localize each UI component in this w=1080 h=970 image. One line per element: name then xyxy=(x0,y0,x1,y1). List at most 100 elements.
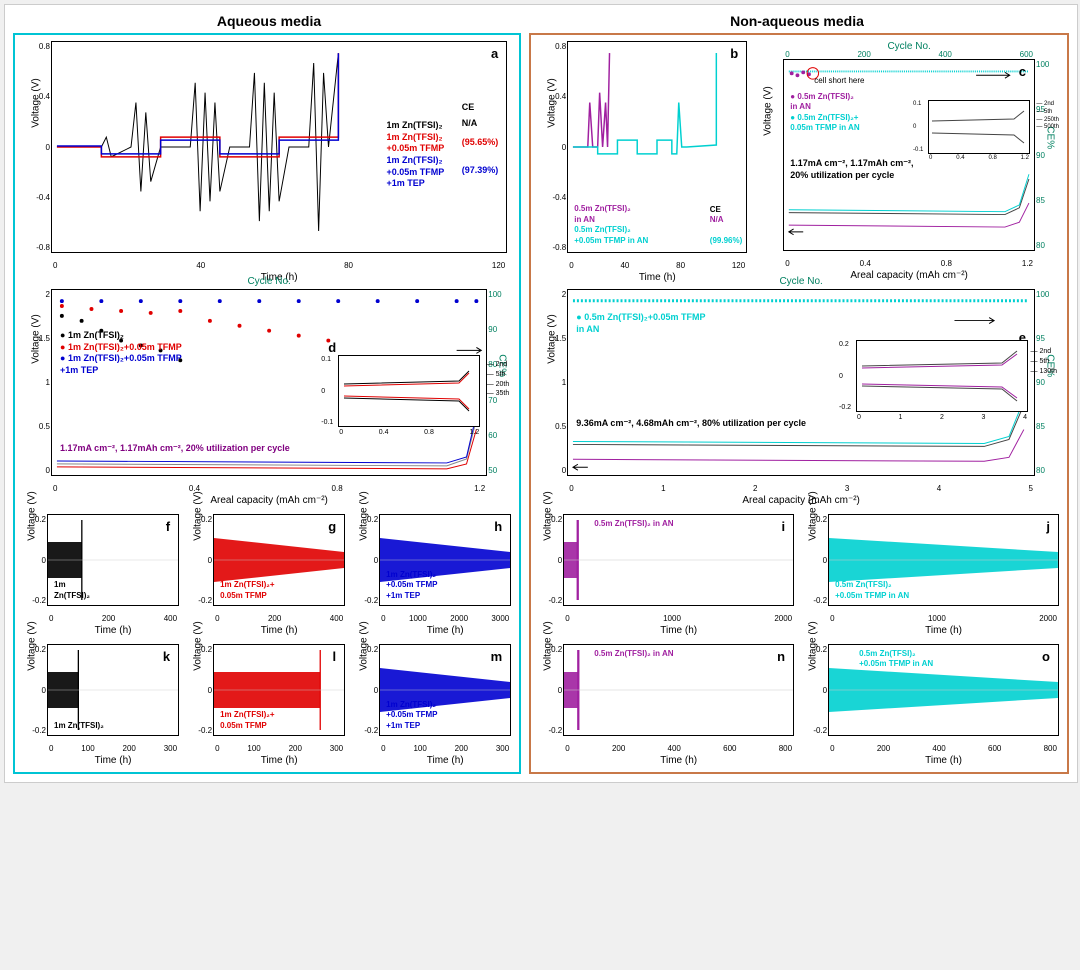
panel-g-yticks: 0.20-0.2 xyxy=(192,515,212,605)
panel-k: Voltage (V) 0.20-0.2 k 1m Zn(TFSI)₂ xyxy=(47,644,179,736)
panel-d-xlabel-top: Cycle No. xyxy=(51,276,487,287)
panel-a-legend: 1m Zn(TFSI)₂ 1m Zn(TFSI)₂ +0.05m TFMP 1m… xyxy=(386,120,444,190)
panel-c-note1: cell short here xyxy=(814,76,864,86)
panel-h-xticks: 0100020003000 xyxy=(379,614,511,623)
panel-d-xlabel: Areal capacity (mAh cm⁻²) xyxy=(51,495,487,506)
panel-h: Voltage (V) 0.20-0.2 h 1m Zn(TFSI)₂ +0.0… xyxy=(379,514,511,606)
panel-m-letter: m xyxy=(491,649,503,664)
panel-h-label: 1m Zn(TFSI)₂ +0.05m TFMP +1m TEP xyxy=(386,570,437,601)
panel-e-inset: 0.20-0.2 01234 — 2nd— 5th— 130th xyxy=(856,340,1028,412)
panel-m-yticks: 0.20-0.2 xyxy=(358,645,378,735)
panel-m-xlabel: Time (h) xyxy=(379,755,511,766)
small-row-fgh: Voltage (V) 0.20-0.2 f 1m Zn(TFSI)₂ 0200… xyxy=(21,514,513,636)
panel-g-xlabel: Time (h) xyxy=(213,625,345,636)
panel-n-yticks: 0.20-0.2 xyxy=(542,645,562,735)
panel-o-xticks: 0200400600800 xyxy=(828,744,1059,753)
panel-c-letter: c xyxy=(1019,64,1026,79)
panel-h-xlabel: Time (h) xyxy=(379,625,511,636)
panel-n: Voltage (V) 0.20-0.2 n 0.5m Zn(TFSI)₂ in… xyxy=(563,644,794,736)
panel-l-letter: l xyxy=(333,649,337,664)
panel-e-yticks: 21.510.50 xyxy=(546,290,566,475)
panel-i-xlabel: Time (h) xyxy=(563,625,794,636)
panel-l-label: 1m Zn(TFSI)₂+ 0.05m TFMP xyxy=(220,710,274,731)
panel-o-yticks: 0.20-0.2 xyxy=(807,645,827,735)
panel-n-label: 0.5m Zn(TFSI)₂ in AN xyxy=(594,649,673,659)
panel-i-yticks: 0.20-0.2 xyxy=(542,515,562,605)
panel-g-letter: g xyxy=(328,519,336,534)
panel-a-yticks: 0.80.40-0.4-0.8 xyxy=(30,42,50,252)
panel-f-letter: f xyxy=(166,519,170,534)
panel-l-yticks: 0.20-0.2 xyxy=(192,645,212,735)
panel-m-xticks: 0100200300 xyxy=(379,744,511,753)
panel-a-ce-header: CE N/A (95.65%) (97.39%) xyxy=(462,102,499,177)
panel-b-xlabel: Time (h) xyxy=(567,272,747,283)
panel-k-xlabel: Time (h) xyxy=(47,755,179,766)
small-row-klm: Voltage (V) 0.20-0.2 k 1m Zn(TFSI)₂ 0100… xyxy=(21,644,513,766)
small-row-no: Voltage (V) 0.20-0.2 n 0.5m Zn(TFSI)₂ in… xyxy=(537,644,1061,766)
panel-i-letter: i xyxy=(782,519,786,534)
panel-l-xticks: 0100200300 xyxy=(213,744,345,753)
panel-b-yticks: 0.80.40-0.4-0.8 xyxy=(546,42,566,252)
panel-e-xlabel: Areal capacity (mAh cm⁻²) xyxy=(567,495,1035,506)
figure-container: Aqueous media Non-aqueous media Voltage … xyxy=(4,4,1078,783)
panel-h-letter: h xyxy=(494,519,502,534)
panel-e-note1: ● 0.5m Zn(TFSI)₂+0.05m TFMP in AN xyxy=(576,312,705,335)
panel-o-letter: o xyxy=(1042,649,1050,664)
panel-d-xticks: 00.40.81.2 xyxy=(51,484,487,493)
panel-k-letter: k xyxy=(163,649,170,664)
panel-h-yticks: 0.20-0.2 xyxy=(358,515,378,605)
panel-k-xticks: 0100200300 xyxy=(47,744,179,753)
panel-f-yticks: 0.20-0.2 xyxy=(26,515,46,605)
panel-n-letter: n xyxy=(777,649,785,664)
panel-g: Voltage (V) 0.20-0.2 g 1m Zn(TFSI)₂+ 0.0… xyxy=(213,514,345,606)
header-nonaqueous: Non-aqueous media xyxy=(525,13,1069,29)
panel-c: Voltage (V) CE% 10095908580 c cell short… xyxy=(783,59,1035,251)
panel-o-label: 0.5m Zn(TFSI)₂ +0.05m TFMP in AN xyxy=(859,649,933,670)
panel-a-xticks: 04080120 xyxy=(51,261,507,270)
panel-i: Voltage (V) 0.20-0.2 i 0.5m Zn(TFSI)₂ in… xyxy=(563,514,794,606)
panel-j-yticks: 0.20-0.2 xyxy=(807,515,827,605)
panel-d-legend: ● 1m Zn(TFSI)₂ ● 1m Zn(TFSI)₂+0.05m TFMP… xyxy=(60,330,182,377)
panel-d: Voltage (V) CE% 21.510.50 1009080706050 … xyxy=(51,289,487,476)
panel-n-xticks: 0200400600800 xyxy=(563,744,794,753)
panel-f-xlabel: Time (h) xyxy=(47,625,179,636)
panel-a: Voltage (V) 0.80.40-0.4-0.8 a CE N/A (95… xyxy=(51,41,507,253)
panel-e: Voltage (V) CE% 21.510.50 10095908580 e … xyxy=(567,289,1035,476)
panel-f: Voltage (V) 0.20-0.2 f 1m Zn(TFSI)₂ xyxy=(47,514,179,606)
panel-j-xlabel: Time (h) xyxy=(828,625,1059,636)
panel-f-xticks: 0200400 xyxy=(47,614,179,623)
panel-c-legend: ● 0.5m Zn(TFSI)₂ in AN ● 0.5m Zn(TFSI)₂+… xyxy=(790,92,859,134)
panel-c-inset: 0.10-0.1 00.40.81.2 — 2nd— 5th— 250th— 5… xyxy=(928,100,1030,154)
panel-c-yticks-r: 10095908580 xyxy=(1036,60,1056,250)
panel-e-yticks-r: 10095908580 xyxy=(1036,290,1056,475)
panel-b: Voltage (V) 0.80.40-0.4-0.8 b 0.5m Zn(TF… xyxy=(567,41,747,253)
panel-k-label: 1m Zn(TFSI)₂ xyxy=(54,721,104,731)
panel-d-inset: 0.10-0.1 00.40.81.2 — 2nd— 5th— 20th— 35… xyxy=(338,355,480,427)
small-row-ij: Voltage (V) 0.20-0.2 i 0.5m Zn(TFSI)₂ in… xyxy=(537,514,1061,636)
panel-f-label: 1m Zn(TFSI)₂ xyxy=(54,580,90,601)
panel-l: Voltage (V) 0.20-0.2 l 1m Zn(TFSI)₂+ 0.0… xyxy=(213,644,345,736)
panel-g-label: 1m Zn(TFSI)₂+ 0.05m TFMP xyxy=(220,580,274,601)
panel-i-xticks: 010002000 xyxy=(563,614,794,623)
aqueous-column: Voltage (V) 0.80.40-0.4-0.8 a CE N/A (95… xyxy=(13,33,521,774)
panel-j-label: 0.5m Zn(TFSI)₂ +0.05m TFMP in AN xyxy=(835,580,909,601)
panel-m-label: 1m Zn(TFSI)₂ +0.05m TFMP +1m TEP xyxy=(386,700,437,731)
panel-e-note2: 9.36mA cm⁻², 4.68mAh cm⁻², 80% utilizati… xyxy=(576,418,806,430)
panel-b-letter: b xyxy=(730,46,738,61)
panel-l-xlabel: Time (h) xyxy=(213,755,345,766)
panel-j-letter: j xyxy=(1046,519,1050,534)
panel-a-letter: a xyxy=(491,46,498,61)
panel-d-note2: 1.17mA cm⁻², 1.17mAh cm⁻², 20% utilizati… xyxy=(60,443,290,455)
panel-c-ylabel: Voltage (V) xyxy=(763,86,774,135)
panel-d-letter: d xyxy=(328,340,336,355)
panel-d-yticks: 21.510.50 xyxy=(30,290,50,475)
panel-e-xticks: 012345 xyxy=(567,484,1035,493)
panel-b-ce: CE N/A (99.96%) xyxy=(710,205,742,246)
panel-m: Voltage (V) 0.20-0.2 m 1m Zn(TFSI)₂ +0.0… xyxy=(379,644,511,736)
panel-n-xlabel: Time (h) xyxy=(563,755,794,766)
panel-k-yticks: 0.20-0.2 xyxy=(26,645,46,735)
panel-o: Voltage (V) 0.20-0.2 o 0.5m Zn(TFSI)₂ +0… xyxy=(828,644,1059,736)
nonaqueous-column: Voltage (V) 0.80.40-0.4-0.8 b 0.5m Zn(TF… xyxy=(529,33,1069,774)
header-aqueous: Aqueous media xyxy=(13,13,525,29)
panel-c-xticks: 00.40.81.2 xyxy=(783,259,1035,268)
